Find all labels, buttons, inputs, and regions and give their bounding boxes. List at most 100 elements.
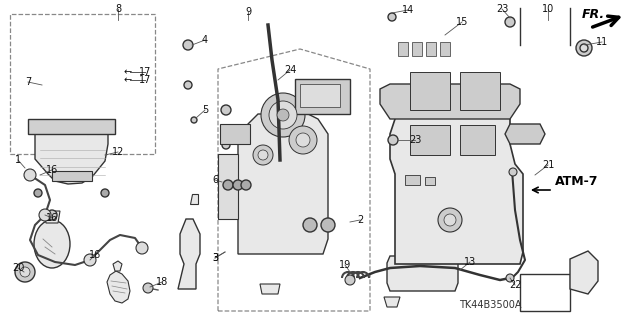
- Circle shape: [505, 17, 515, 27]
- Text: FR.: FR.: [582, 8, 605, 21]
- Circle shape: [388, 135, 398, 145]
- Circle shape: [580, 44, 588, 52]
- Circle shape: [223, 180, 233, 190]
- Circle shape: [289, 126, 317, 154]
- Circle shape: [509, 168, 517, 176]
- Bar: [440, 42, 450, 56]
- Ellipse shape: [34, 220, 70, 268]
- Circle shape: [233, 180, 243, 190]
- Circle shape: [253, 145, 273, 165]
- Text: ←: ←: [124, 75, 132, 85]
- Bar: [460, 72, 500, 110]
- Bar: [426, 42, 436, 56]
- Circle shape: [183, 40, 193, 50]
- Polygon shape: [52, 171, 92, 181]
- Circle shape: [258, 150, 268, 160]
- Circle shape: [15, 262, 35, 282]
- Text: 3: 3: [212, 253, 218, 263]
- Polygon shape: [178, 219, 200, 289]
- Text: 16: 16: [46, 165, 58, 175]
- Text: ←: ←: [124, 67, 132, 77]
- Circle shape: [296, 133, 310, 147]
- Text: 14: 14: [402, 5, 414, 15]
- Text: 10: 10: [542, 4, 554, 14]
- Polygon shape: [107, 271, 130, 303]
- Polygon shape: [387, 256, 458, 291]
- Text: 23: 23: [496, 4, 508, 14]
- Text: 8: 8: [115, 4, 121, 14]
- Polygon shape: [113, 261, 122, 271]
- Circle shape: [47, 210, 57, 220]
- Text: 6: 6: [212, 175, 218, 185]
- Circle shape: [261, 93, 305, 137]
- Circle shape: [321, 218, 335, 232]
- Polygon shape: [295, 79, 350, 114]
- Text: 17: 17: [139, 67, 151, 77]
- Bar: [405, 175, 420, 185]
- Polygon shape: [570, 251, 598, 294]
- Text: 3: 3: [212, 253, 218, 263]
- Circle shape: [191, 117, 197, 123]
- Bar: [412, 42, 422, 56]
- Circle shape: [39, 209, 51, 221]
- Polygon shape: [390, 99, 523, 264]
- Polygon shape: [28, 119, 115, 134]
- Polygon shape: [238, 114, 328, 254]
- Text: 7: 7: [25, 77, 31, 87]
- Text: 18: 18: [156, 277, 168, 287]
- Circle shape: [184, 81, 192, 89]
- Text: 22: 22: [509, 280, 521, 290]
- Polygon shape: [44, 211, 60, 223]
- Circle shape: [34, 189, 42, 197]
- Polygon shape: [380, 84, 520, 119]
- Circle shape: [136, 242, 148, 254]
- Text: 13: 13: [464, 257, 476, 267]
- Polygon shape: [190, 194, 198, 204]
- Polygon shape: [220, 124, 250, 144]
- Text: 16: 16: [46, 213, 58, 223]
- Text: 17: 17: [139, 75, 151, 85]
- Text: 15: 15: [456, 17, 468, 27]
- Text: 11: 11: [596, 37, 608, 47]
- Circle shape: [576, 40, 592, 56]
- Polygon shape: [300, 84, 340, 107]
- Text: 21: 21: [542, 160, 554, 170]
- Circle shape: [506, 274, 514, 282]
- Text: 5: 5: [202, 105, 208, 115]
- Text: 24: 24: [284, 65, 296, 75]
- Text: 4: 4: [202, 35, 208, 45]
- Circle shape: [84, 254, 96, 266]
- Circle shape: [221, 105, 231, 115]
- Circle shape: [303, 218, 317, 232]
- Text: 19: 19: [339, 260, 351, 270]
- Circle shape: [24, 169, 36, 181]
- Bar: [398, 42, 408, 56]
- Circle shape: [388, 13, 396, 21]
- Polygon shape: [218, 154, 238, 219]
- Text: ATM-7: ATM-7: [555, 175, 598, 188]
- Text: 23: 23: [409, 135, 421, 145]
- Circle shape: [345, 275, 355, 285]
- Polygon shape: [505, 124, 545, 144]
- Circle shape: [241, 180, 251, 190]
- Bar: [425, 177, 435, 185]
- Text: 9: 9: [245, 7, 251, 17]
- Circle shape: [222, 141, 230, 149]
- Circle shape: [438, 208, 462, 232]
- Polygon shape: [260, 284, 280, 294]
- Text: TK44B3500A: TK44B3500A: [459, 300, 521, 310]
- Text: 2: 2: [357, 215, 363, 225]
- Circle shape: [444, 214, 456, 226]
- Polygon shape: [35, 134, 108, 184]
- Circle shape: [143, 283, 153, 293]
- Polygon shape: [384, 297, 400, 307]
- Text: 20: 20: [12, 263, 24, 273]
- Text: 12: 12: [112, 147, 124, 157]
- Circle shape: [20, 267, 30, 277]
- Circle shape: [269, 101, 297, 129]
- Bar: [410, 125, 450, 155]
- Circle shape: [222, 126, 230, 134]
- Bar: [460, 125, 495, 155]
- Bar: [410, 72, 450, 110]
- Circle shape: [277, 109, 289, 121]
